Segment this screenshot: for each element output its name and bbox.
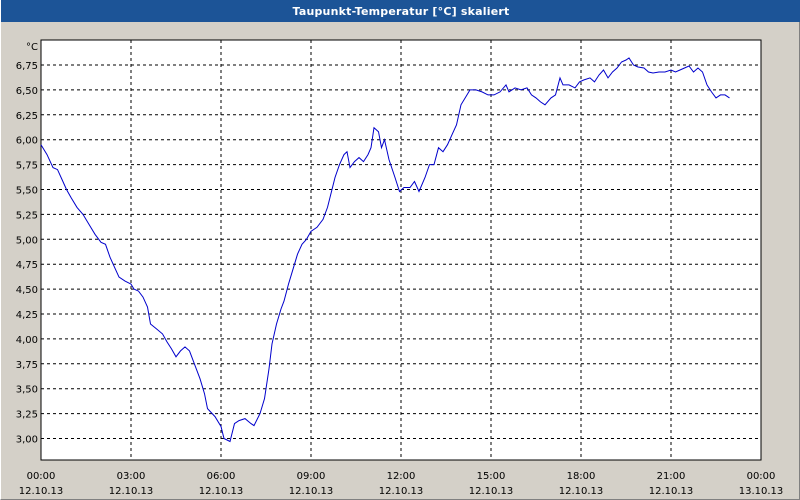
x-tick-time-label: 00:00 (27, 471, 56, 482)
y-tick-label: 5,50 (16, 186, 38, 197)
x-tick-date-label: 12.10.13 (649, 486, 694, 497)
series-line (40, 57, 730, 443)
x-tick-date-label: 12.10.13 (379, 486, 424, 497)
x-tick-time-label: 03:00 (117, 471, 146, 482)
x-tick-time-label: 12:00 (387, 471, 416, 482)
x-tick-time-label: 18:00 (567, 471, 596, 482)
y-axis-unit-label: °C (26, 42, 38, 53)
y-tick-label: 3,75 (16, 360, 38, 371)
x-tick-time-label: 09:00 (297, 471, 326, 482)
window-title: Taupunkt-Temperatur [°C] skaliert (1, 0, 800, 22)
y-axis-ticks: 6,75 6,50 6,25 6,00 5,75 5,50 5,25 5,00 4,75 4,50… (16, 61, 38, 446)
x-tick-date-label: 12.10.13 (109, 486, 154, 497)
x-axis-ticks: 00:00 12.10.13 03:00 12.10.13 06:00 12.10.13 0… (19, 471, 784, 497)
y-tick-label: 3,00 (16, 435, 38, 446)
y-tick-label: 5,25 (16, 210, 38, 221)
y-tick-label: 4,25 (16, 310, 38, 321)
x-tick-time-label: 21:00 (657, 471, 686, 482)
y-tick-label: 3,50 (16, 385, 38, 396)
y-tick-label: 6,50 (16, 86, 38, 97)
y-tick-label: 6,75 (16, 61, 38, 72)
y-tick-label: 3,25 (16, 410, 38, 421)
y-tick-label: 6,00 (16, 136, 38, 147)
x-tick-date-label: 12.10.13 (559, 486, 604, 497)
y-tick-label: 5,00 (16, 235, 38, 246)
x-tick-date-label: 12.10.13 (469, 486, 514, 497)
y-tick-label: 4,00 (16, 335, 38, 346)
grid-lines (41, 40, 761, 460)
x-tick-date-label: 13.10.13 (739, 486, 784, 497)
x-tick-date-label: 12.10.13 (19, 486, 64, 497)
x-tick-time-label: 00:00 (747, 471, 776, 482)
x-tick-date-label: 12.10.13 (199, 486, 244, 497)
y-tick-label: 4,50 (16, 285, 38, 296)
y-tick-label: 5,75 (16, 161, 38, 172)
series-group (40, 57, 730, 443)
x-tick-time-label: 06:00 (207, 471, 236, 482)
y-tick-label: 4,75 (16, 260, 38, 271)
y-tick-label: 6,25 (16, 111, 38, 122)
x-tick-date-label: 12.10.13 (289, 486, 334, 497)
x-tick-time-label: 15:00 (477, 471, 506, 482)
